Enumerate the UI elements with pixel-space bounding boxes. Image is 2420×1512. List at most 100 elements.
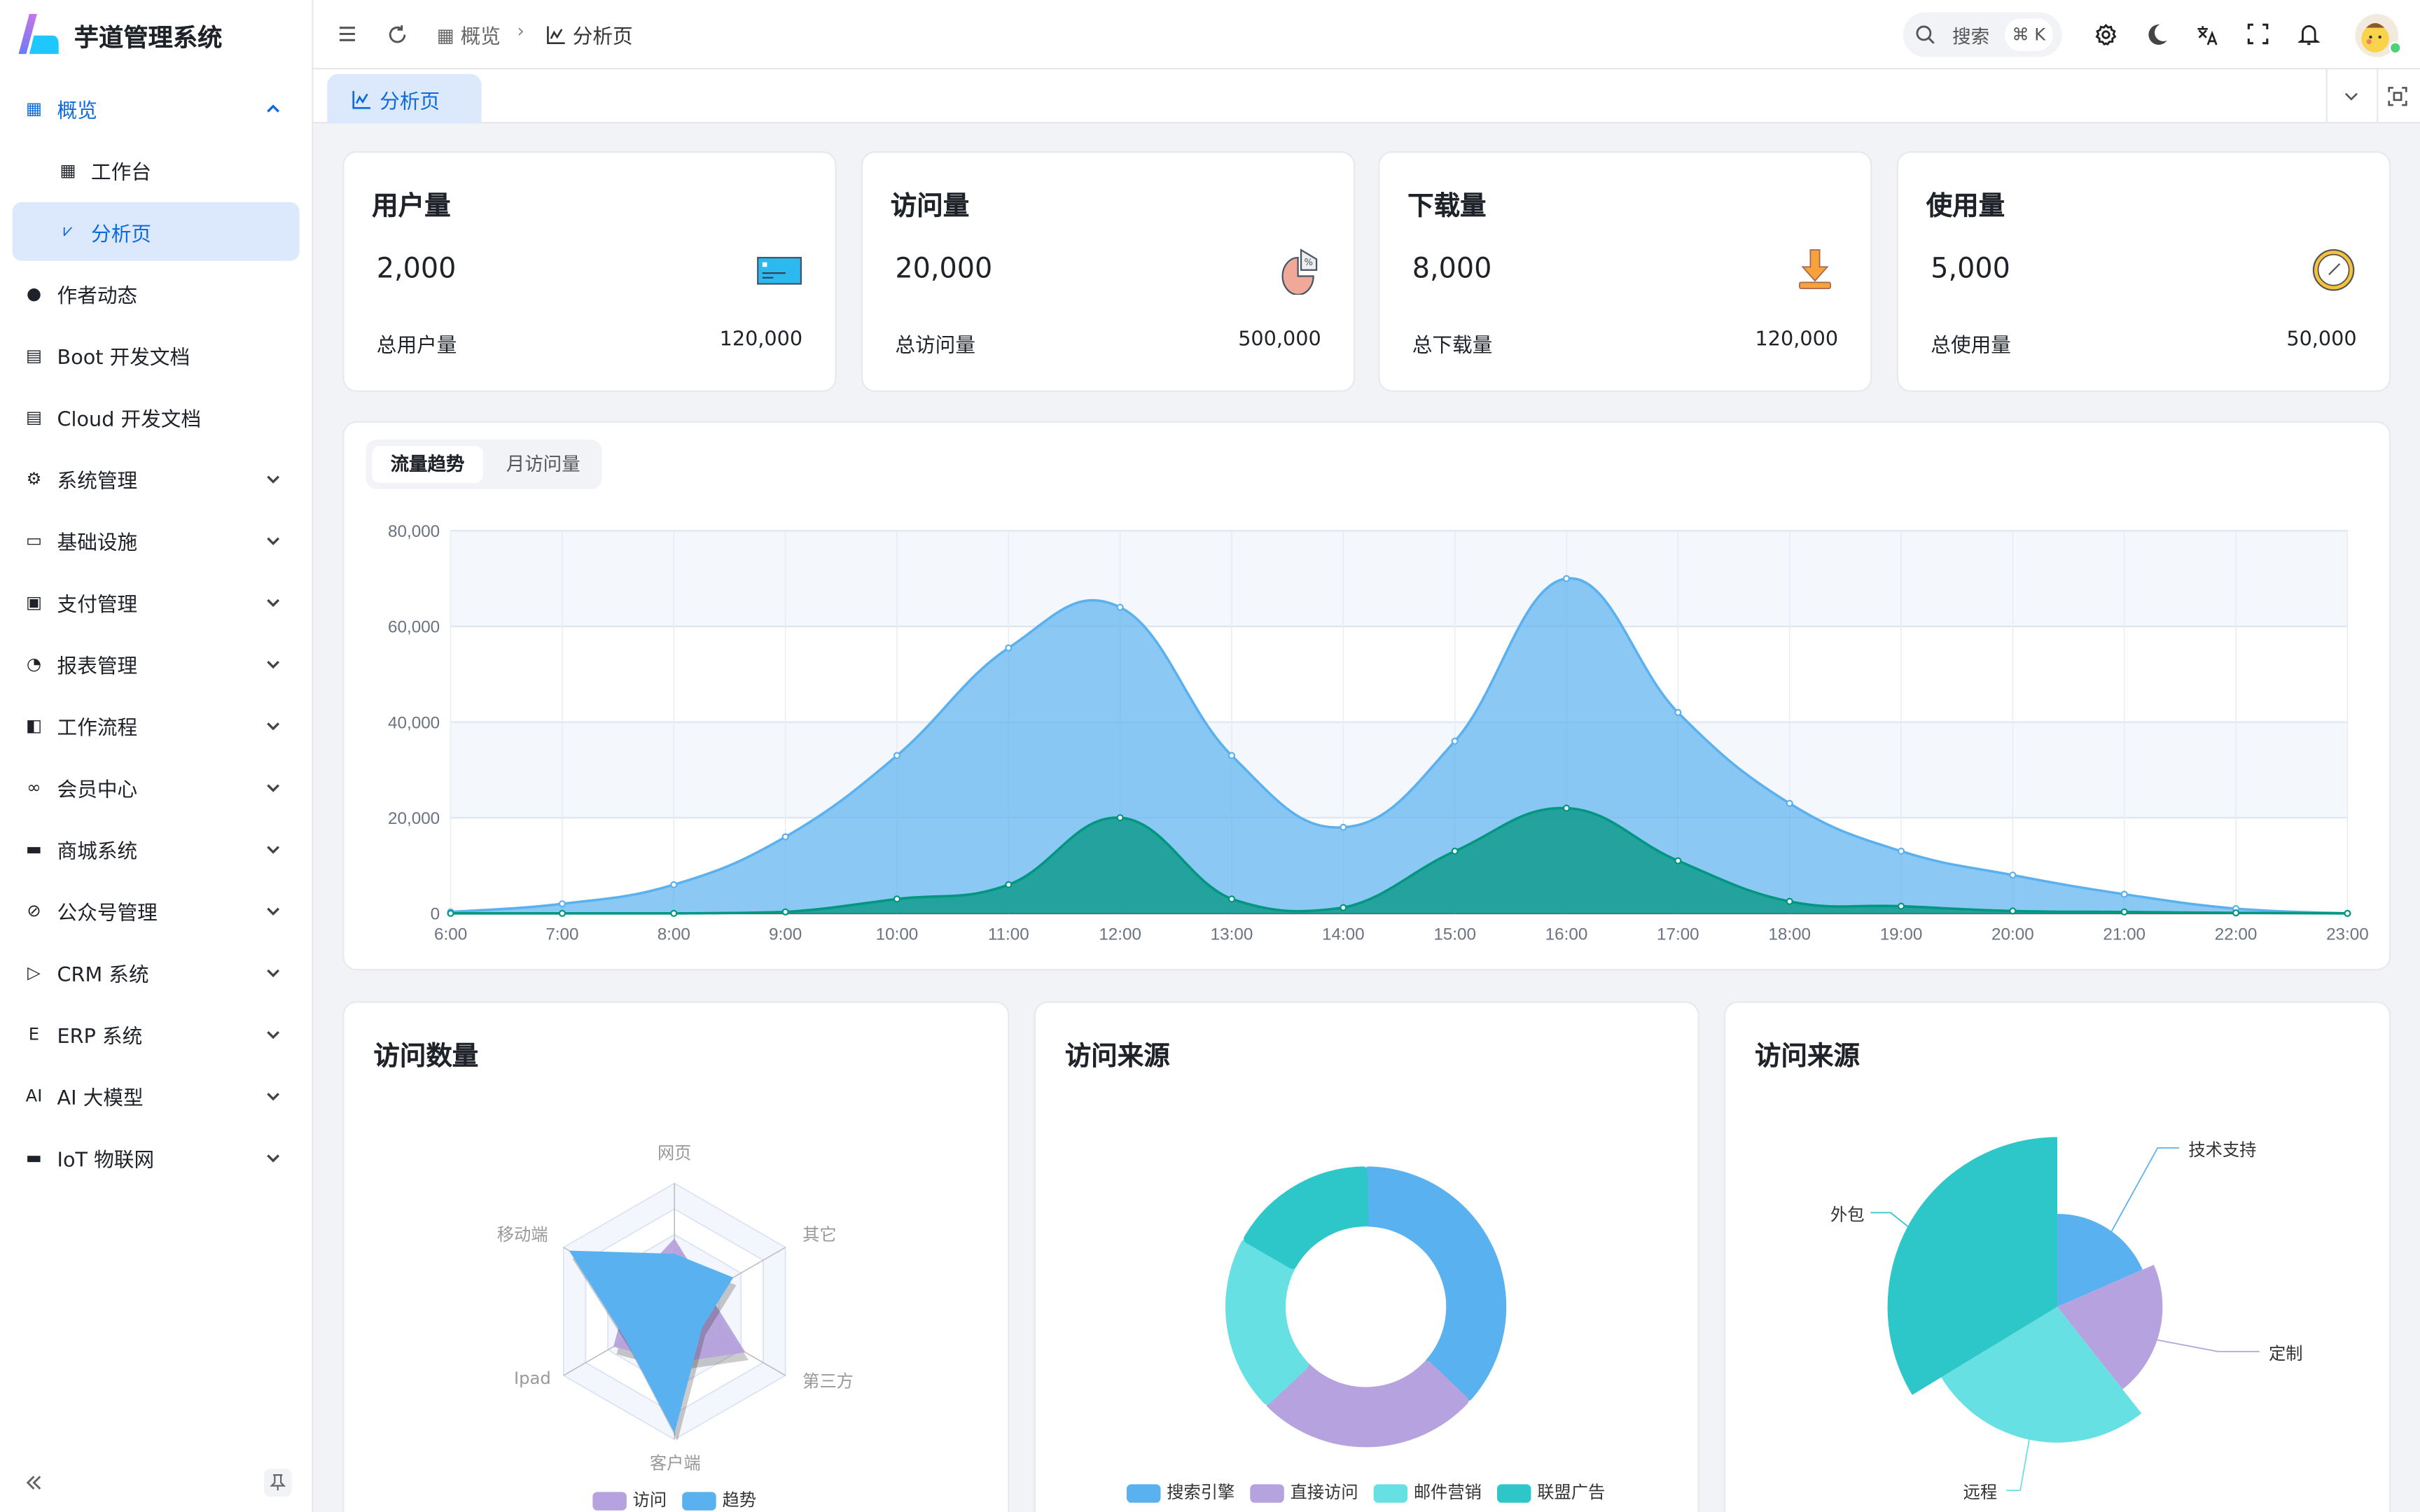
donut-slice[interactable] xyxy=(1225,1239,1309,1405)
data-point[interactable] xyxy=(2232,909,2240,917)
data-point[interactable] xyxy=(1786,897,1793,905)
rose-slice[interactable] xyxy=(1887,1137,2058,1395)
refresh-icon[interactable] xyxy=(383,20,411,48)
sidebar-item[interactable]: ⩗ 分析页 xyxy=(12,202,300,261)
download-icon xyxy=(1799,249,1831,290)
data-point[interactable] xyxy=(1228,895,1236,903)
data-point[interactable] xyxy=(781,908,789,916)
radar-series-area[interactable] xyxy=(569,1250,734,1434)
sidebar-item[interactable]: ∞ 会员中心 xyxy=(13,757,300,816)
pin-sidebar-icon[interactable] xyxy=(263,1469,292,1497)
data-point[interactable] xyxy=(1786,799,1793,807)
stat-total-label: 总用户量 xyxy=(376,335,457,358)
legend-item-direct[interactable]: 直接访问 xyxy=(1250,1480,1358,1504)
legend-item-trend[interactable]: 趋势 xyxy=(682,1488,756,1512)
data-point[interactable] xyxy=(1005,881,1013,888)
sidebar-item[interactable]: ▷ CRM 系统 xyxy=(13,943,300,1002)
data-point[interactable] xyxy=(1562,804,1571,812)
legend-item-search-engine[interactable]: 搜索引擎 xyxy=(1126,1480,1235,1504)
donut-slice[interactable] xyxy=(1266,1361,1469,1448)
data-point[interactable] xyxy=(2120,908,2128,916)
data-point[interactable] xyxy=(670,881,678,888)
sidebar-item[interactable]: ◔ 报表管理 xyxy=(13,634,300,693)
sidebar-item[interactable]: ▤ Boot 开发文档 xyxy=(13,326,300,384)
fullscreen-icon[interactable] xyxy=(2244,20,2272,48)
notification-bell-icon[interactable] xyxy=(2295,20,2323,48)
data-point[interactable] xyxy=(670,909,678,917)
data-point[interactable] xyxy=(1562,575,1571,582)
user-icon: ● xyxy=(26,283,42,304)
settings-gear-icon[interactable] xyxy=(2092,20,2120,48)
sidebar-item[interactable]: ▦ 概览 xyxy=(13,78,300,137)
data-point[interactable] xyxy=(1005,644,1013,652)
monitor-icon: ▭ xyxy=(26,530,42,550)
sidebar-item[interactable]: ▬ 商城系统 xyxy=(13,819,300,878)
sidebar-item[interactable]: ● 作者动态 xyxy=(13,264,300,323)
rose-slice[interactable] xyxy=(2057,1213,2143,1307)
data-point[interactable] xyxy=(1451,737,1459,745)
data-point[interactable] xyxy=(1674,708,1682,716)
grid-band xyxy=(450,531,2348,626)
bicycle-icon: ∞ xyxy=(27,776,41,797)
data-point[interactable] xyxy=(1340,904,1347,911)
breadcrumb-item-analytics[interactable]: 分析页 xyxy=(546,20,633,50)
data-point[interactable] xyxy=(893,752,901,760)
legend-item-affiliate[interactable]: 联盟广告 xyxy=(1496,1480,1605,1504)
data-point[interactable] xyxy=(558,909,566,917)
data-point[interactable] xyxy=(1897,847,1905,855)
donut-slice[interactable] xyxy=(1363,1166,1507,1401)
rose-slice[interactable] xyxy=(2057,1264,2163,1390)
dark-mode-moon-icon[interactable] xyxy=(2142,20,2170,48)
data-point[interactable] xyxy=(893,895,901,903)
series-area xyxy=(450,578,2348,913)
data-point[interactable] xyxy=(1674,857,1682,864)
x-tick-label: 16:00 xyxy=(1545,925,1588,944)
sidebar-item[interactable]: E ERP 系统 xyxy=(13,1004,300,1063)
tab-monthly-visits[interactable]: 月访问量 xyxy=(506,453,580,475)
collapse-sidebar-icon[interactable] xyxy=(20,1469,48,1497)
data-point[interactable] xyxy=(2344,909,2351,917)
sidebar-item[interactable]: ⚙ 系统管理 xyxy=(13,449,300,507)
data-point[interactable] xyxy=(1116,603,1124,611)
radar-indicator-label: 其它 xyxy=(802,1225,837,1245)
data-point[interactable] xyxy=(1116,814,1124,822)
tab-more-chevron-down-icon[interactable] xyxy=(2337,82,2365,110)
data-point[interactable] xyxy=(1228,752,1236,760)
data-point[interactable] xyxy=(447,909,454,917)
y-tick-label: 60,000 xyxy=(388,618,440,637)
stat-title: 下载量 xyxy=(1407,191,1487,223)
data-point[interactable] xyxy=(2120,890,2128,898)
menu-toggle-icon[interactable] xyxy=(333,20,361,48)
sidebar-item[interactable]: AI AI 大模型 xyxy=(13,1066,300,1125)
data-point[interactable] xyxy=(1340,823,1347,831)
legend-item-email[interactable]: 邮件营销 xyxy=(1373,1480,1482,1504)
document-icon: ▤ xyxy=(26,344,42,365)
x-tick-label: 9:00 xyxy=(769,925,802,944)
sidebar-item[interactable]: ◧ 工作流程 xyxy=(13,696,300,755)
sidebar-item[interactable]: ▬ IoT 物联网 xyxy=(13,1128,300,1186)
tab-traffic-trend[interactable]: 流量趋势 xyxy=(372,445,483,483)
sidebar-item-label: 工作流程 xyxy=(57,716,138,740)
data-point[interactable] xyxy=(1451,847,1459,855)
sidebar-item[interactable]: ⊘ 公众号管理 xyxy=(13,881,300,940)
sidebar-item[interactable]: ▤ Cloud 开发文档 xyxy=(13,387,300,446)
sidebar-item[interactable]: ▣ 支付管理 xyxy=(13,573,300,631)
data-point[interactable] xyxy=(1897,902,1905,910)
search-button[interactable]: 搜索 ⌘ K xyxy=(1903,12,2062,57)
data-point[interactable] xyxy=(558,900,566,908)
breadcrumb-separator-icon: › xyxy=(517,20,524,42)
rose-slice[interactable] xyxy=(1941,1306,2142,1443)
breadcrumb-item-overview[interactable]: ▦ 概览 xyxy=(436,24,501,50)
sidebar-item[interactable]: ▦ 工作台 xyxy=(13,141,300,200)
x-tick-label: 10:00 xyxy=(876,925,919,944)
donut-slice[interactable] xyxy=(1244,1166,1369,1269)
data-point[interactable] xyxy=(2009,907,2017,915)
sidebar-item[interactable]: ▭ 基础设施 xyxy=(13,511,300,570)
workflow-icon: ◧ xyxy=(26,715,42,736)
data-point[interactable] xyxy=(781,833,789,841)
data-point[interactable] xyxy=(2009,872,2017,879)
tab-analytics[interactable]: 分析页 xyxy=(327,74,482,124)
language-translate-icon[interactable] xyxy=(2193,20,2221,48)
legend-item-visits[interactable]: 访问 xyxy=(592,1488,667,1512)
maximize-content-icon[interactable] xyxy=(2383,82,2411,110)
